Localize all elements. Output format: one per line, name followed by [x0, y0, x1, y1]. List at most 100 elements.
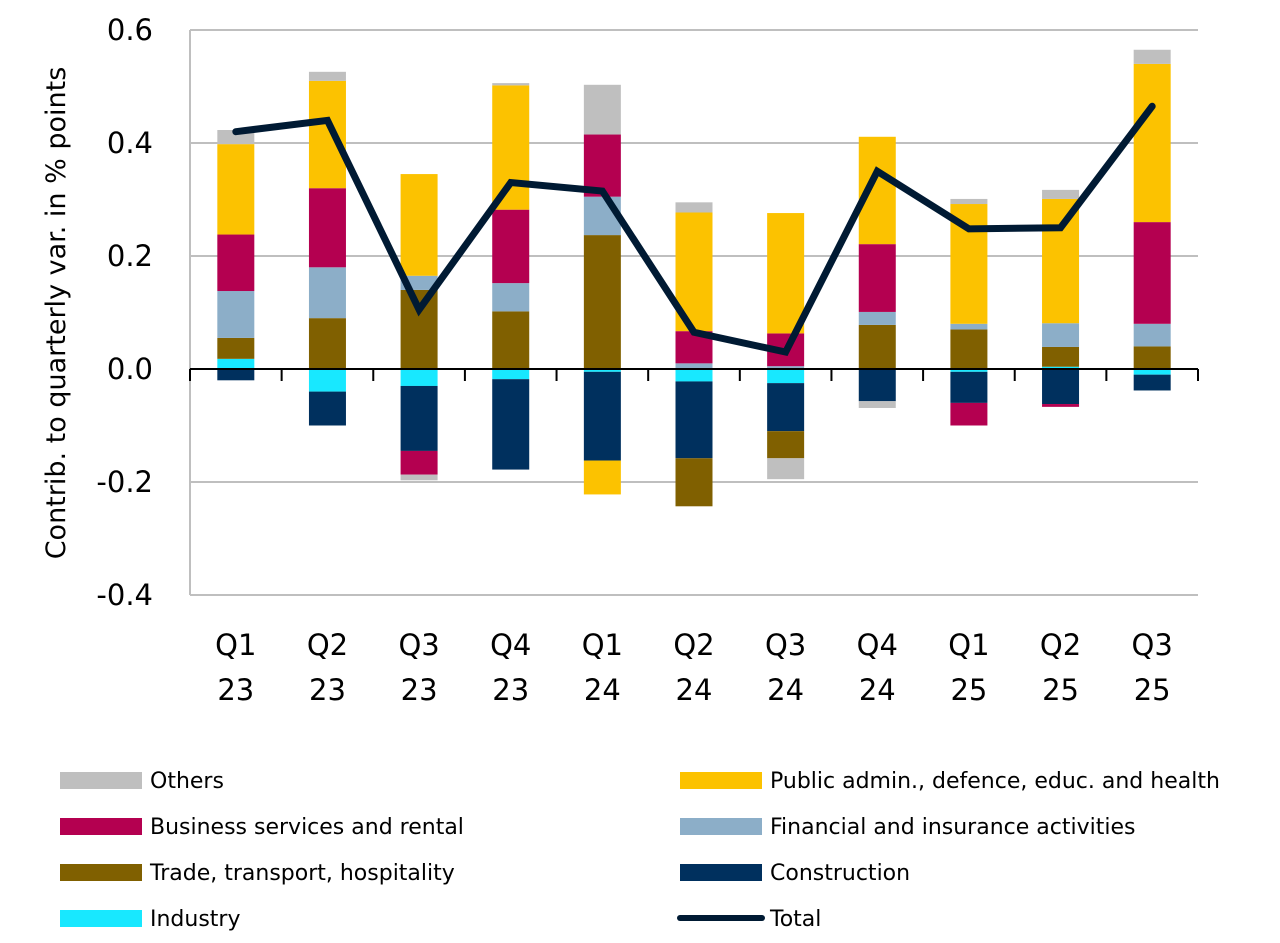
bar-trade: [858, 324, 896, 369]
x-tick-label-year: 23: [217, 673, 254, 707]
bar-trade: [950, 329, 988, 369]
bar-financial: [492, 283, 530, 312]
legend-label: Total: [769, 907, 821, 932]
bar-public: [217, 144, 255, 235]
bar-financial: [950, 323, 988, 330]
bar-business: [400, 450, 438, 475]
x-tick-label-quarter: Q2: [307, 628, 348, 662]
bar-others: [492, 83, 530, 86]
x-tick-label-year: 25: [1042, 673, 1079, 707]
x-tick-label-year: 25: [950, 673, 987, 707]
bar-industry: [492, 369, 530, 380]
bar-industry: [950, 369, 988, 372]
x-tick-label-quarter: Q2: [1040, 628, 1081, 662]
bar-industry: [308, 369, 346, 392]
y-tick-label: 0.2: [107, 239, 153, 273]
legend-label: Construction: [770, 861, 910, 886]
bar-financial: [767, 366, 805, 369]
legend-item-trade: Trade, transport, hospitality: [60, 861, 455, 886]
x-tick-label-year: 23: [492, 673, 529, 707]
bar-trade: [308, 318, 346, 369]
bar-business: [950, 402, 988, 426]
bar-business: [583, 134, 621, 197]
bar-others: [400, 474, 438, 481]
bar-trade: [1133, 346, 1171, 369]
bar-business: [858, 244, 896, 312]
bar-public: [1133, 63, 1171, 223]
bar-others: [675, 202, 713, 213]
legend-swatch: [60, 864, 142, 881]
bar-construction: [1042, 369, 1080, 405]
bar-financial: [675, 363, 713, 369]
legend-label: Public admin., defence, educ. and health: [770, 769, 1220, 794]
x-tick-label-quarter: Q4: [490, 628, 531, 662]
y-tick-label: -0.4: [96, 578, 153, 612]
legend-item-business: Business services and rental: [60, 815, 464, 840]
legend-swatch: [680, 864, 762, 881]
bar-construction: [217, 369, 255, 381]
bar-construction: [950, 371, 988, 403]
bar-industry: [675, 369, 713, 382]
x-tick-label-quarter: Q1: [582, 628, 623, 662]
bars: [217, 49, 1171, 507]
legend-label: Others: [150, 769, 224, 794]
x-tick-label-quarter: Q3: [398, 628, 439, 662]
bar-construction: [308, 391, 346, 426]
bar-industry: [767, 369, 805, 384]
bar-business: [1133, 222, 1171, 324]
x-tick-label-quarter: Q3: [765, 628, 806, 662]
legend-item-total: Total: [677, 907, 821, 932]
legend-label: Business services and rental: [150, 815, 464, 840]
bar-construction: [767, 383, 805, 432]
y-tick-label: 0.0: [107, 352, 153, 386]
bar-trade: [492, 311, 530, 369]
bar-others: [1133, 49, 1171, 64]
legend-item-industry: Industry: [60, 907, 241, 932]
bar-construction: [858, 369, 896, 402]
bar-trade: [767, 431, 805, 459]
axes: [189, 368, 1199, 381]
bar-business: [217, 234, 255, 292]
bar-business: [1042, 404, 1080, 407]
bar-financial: [858, 311, 896, 325]
legend-item-public: Public admin., defence, educ. and health: [680, 769, 1220, 794]
legend: Others Public admin., defence, educ. and …: [60, 769, 1220, 932]
bar-public: [767, 213, 805, 334]
x-tick-label-quarter: Q1: [215, 628, 256, 662]
x-tick-label-year: 24: [859, 673, 896, 707]
legend-swatch: [680, 818, 762, 835]
x-tick-label-year: 25: [1134, 673, 1171, 707]
total-line-group: [232, 102, 1156, 357]
legend-swatch: [60, 772, 142, 789]
legend-swatch: [60, 818, 142, 835]
x-tick-label-quarter: Q4: [857, 628, 898, 662]
bar-trade: [1042, 346, 1080, 367]
legend-label: Industry: [150, 907, 241, 932]
bar-public: [492, 85, 530, 210]
bar-business: [492, 209, 530, 284]
legend-label: Trade, transport, hospitality: [149, 861, 455, 886]
y-tick-label: -0.2: [96, 465, 153, 499]
x-tick-label-year: 24: [676, 673, 713, 707]
bar-industry: [1042, 366, 1080, 369]
bar-trade: [217, 337, 255, 359]
legend-swatch: [60, 910, 142, 927]
y-tick-label: 0.6: [107, 13, 153, 47]
bar-public: [400, 174, 438, 276]
bar-construction: [583, 371, 621, 461]
x-tick-label-quarter: Q2: [673, 628, 714, 662]
bar-others: [583, 84, 621, 135]
bar-public: [308, 80, 346, 189]
bar-construction: [400, 385, 438, 451]
y-tick-labels: 0.6 0.4 0.2 0.0 -0.2 -0.4: [96, 13, 153, 612]
bar-others: [950, 198, 988, 205]
y-tick-label: 0.4: [107, 126, 153, 160]
legend-label: Financial and insurance activities: [770, 815, 1135, 840]
x-tick-label-year: 23: [309, 673, 346, 707]
bar-construction: [1133, 374, 1171, 391]
bar-others: [767, 458, 805, 480]
legend-item-others: Others: [60, 769, 224, 794]
bar-others: [858, 401, 896, 408]
x-tick-label-year: 23: [401, 673, 438, 707]
